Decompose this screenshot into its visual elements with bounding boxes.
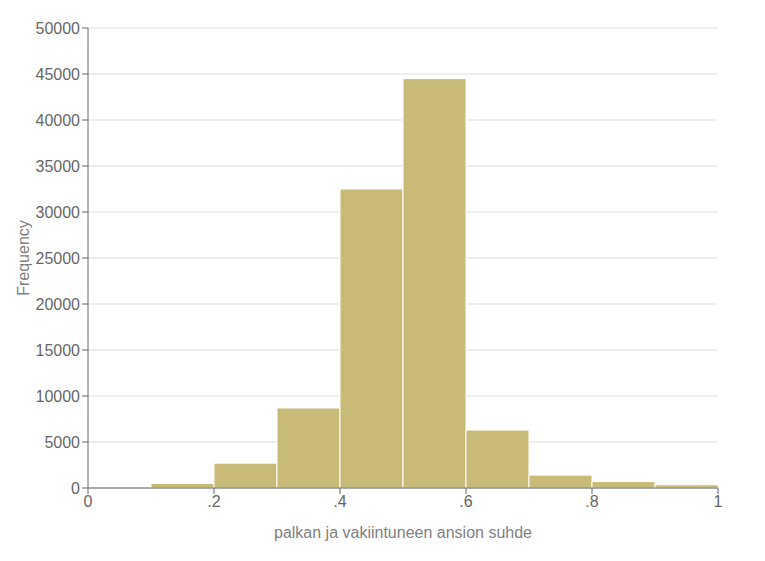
- svg-text:25000: 25000: [36, 250, 81, 267]
- svg-text:50000: 50000: [36, 20, 81, 37]
- svg-text:0: 0: [71, 480, 80, 497]
- svg-text:.6: .6: [459, 493, 472, 510]
- svg-text:.4: .4: [333, 493, 346, 510]
- svg-text:45000: 45000: [36, 66, 81, 83]
- svg-text:30000: 30000: [36, 204, 81, 221]
- svg-text:Frequency: Frequency: [15, 220, 32, 296]
- svg-text:.2: .2: [207, 493, 220, 510]
- svg-text:5000: 5000: [44, 434, 80, 451]
- svg-text:40000: 40000: [36, 112, 81, 129]
- svg-text:35000: 35000: [36, 158, 81, 175]
- svg-text:palkan ja vakiintuneen ansion: palkan ja vakiintuneen ansion suhde: [274, 524, 532, 541]
- svg-text:20000: 20000: [36, 296, 81, 313]
- svg-text:10000: 10000: [36, 388, 81, 405]
- svg-text:1: 1: [714, 493, 723, 510]
- svg-text:15000: 15000: [36, 342, 81, 359]
- svg-text:.8: .8: [585, 493, 598, 510]
- svg-text:0: 0: [84, 493, 93, 510]
